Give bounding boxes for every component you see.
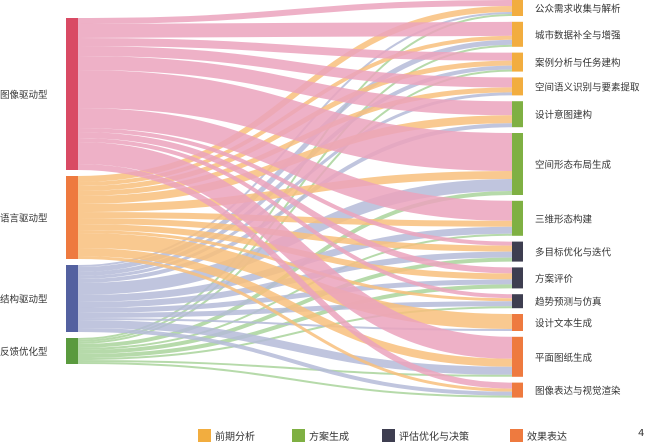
legend-swatch <box>510 429 523 442</box>
flow-link <box>77 248 513 367</box>
flow-link <box>77 164 513 389</box>
source-label: 图像驱动型 <box>0 89 48 101</box>
target-label: 三维形态构建 <box>535 213 593 225</box>
legend-swatch <box>292 429 305 442</box>
target-node <box>512 101 523 128</box>
flow-link <box>77 279 513 313</box>
target-label: 案例分析与任务建构 <box>535 57 621 69</box>
target-label: 方案评价 <box>535 273 574 285</box>
source-node <box>66 18 78 170</box>
target-node <box>512 241 523 262</box>
target-label: 设计意图建构 <box>535 109 592 121</box>
flow-link <box>77 38 513 61</box>
flow-link <box>77 142 513 359</box>
flow-link <box>77 128 513 246</box>
source-node <box>66 338 78 364</box>
target-label: 图像表达与视觉渲染 <box>535 385 621 397</box>
legend-swatch <box>382 429 395 442</box>
legend-swatch <box>198 429 211 442</box>
legend-label: 评估优化与决策 <box>399 432 469 443</box>
flow-link <box>77 171 513 212</box>
target-label: 平面图纸生成 <box>535 352 593 364</box>
source-label: 语言驱动型 <box>0 213 48 225</box>
legend-item-evaluation: 评估优化与决策 <box>382 428 469 443</box>
source-label: 反馈优化型 <box>0 346 48 358</box>
target-node <box>512 200 523 236</box>
target-node <box>512 314 523 331</box>
target-node <box>512 294 523 309</box>
flow-link <box>77 362 513 398</box>
flow-link <box>77 70 513 171</box>
legend-label: 效果表达 <box>527 432 567 443</box>
legend-label: 前期分析 <box>215 432 255 443</box>
links <box>77 0 513 398</box>
target-label: 设计文本生成 <box>535 318 593 330</box>
legend-item-expression: 效果表达 <box>510 428 567 443</box>
page-number: 4 <box>638 428 645 439</box>
target-node <box>512 52 523 72</box>
flow-link <box>77 233 513 350</box>
flow-link <box>77 132 513 274</box>
legend-item-scheme-generation: 方案生成 <box>292 428 349 443</box>
target-node <box>512 0 523 16</box>
flow-link <box>77 108 513 221</box>
flow-link <box>77 328 513 396</box>
source-label: 结构驱动型 <box>0 294 48 306</box>
flow-link <box>77 0 513 24</box>
flow-link <box>77 46 513 88</box>
target-label: 公众需求收集与解析 <box>535 3 621 15</box>
target-label: 空间语义识别与要素提取 <box>535 81 640 93</box>
target-label: 空间形态布局生成 <box>535 159 612 171</box>
flow-link <box>77 138 513 299</box>
target-node <box>512 21 523 47</box>
legend-label: 方案生成 <box>309 432 349 443</box>
flow-link <box>77 218 513 252</box>
target-label: 城市数据补全与增强 <box>535 29 621 41</box>
target-node <box>512 133 523 195</box>
target-label: 趋势预测与仿真 <box>535 296 602 308</box>
flow-link <box>77 230 513 302</box>
flow-link <box>77 56 513 116</box>
source-node <box>66 265 78 332</box>
flow-link <box>77 233 513 329</box>
flow-link <box>77 21 513 38</box>
source-node <box>66 176 78 259</box>
target-node <box>512 267 523 289</box>
flow-link <box>77 87 513 196</box>
legend-item-pre-analysis: 前期分析 <box>198 428 255 443</box>
target-node <box>512 77 523 96</box>
target-node <box>512 336 523 377</box>
target-node <box>512 382 523 398</box>
flow-link <box>77 256 513 392</box>
flow-link <box>77 320 513 375</box>
target-label: 多目标优化与迭代 <box>535 247 612 259</box>
